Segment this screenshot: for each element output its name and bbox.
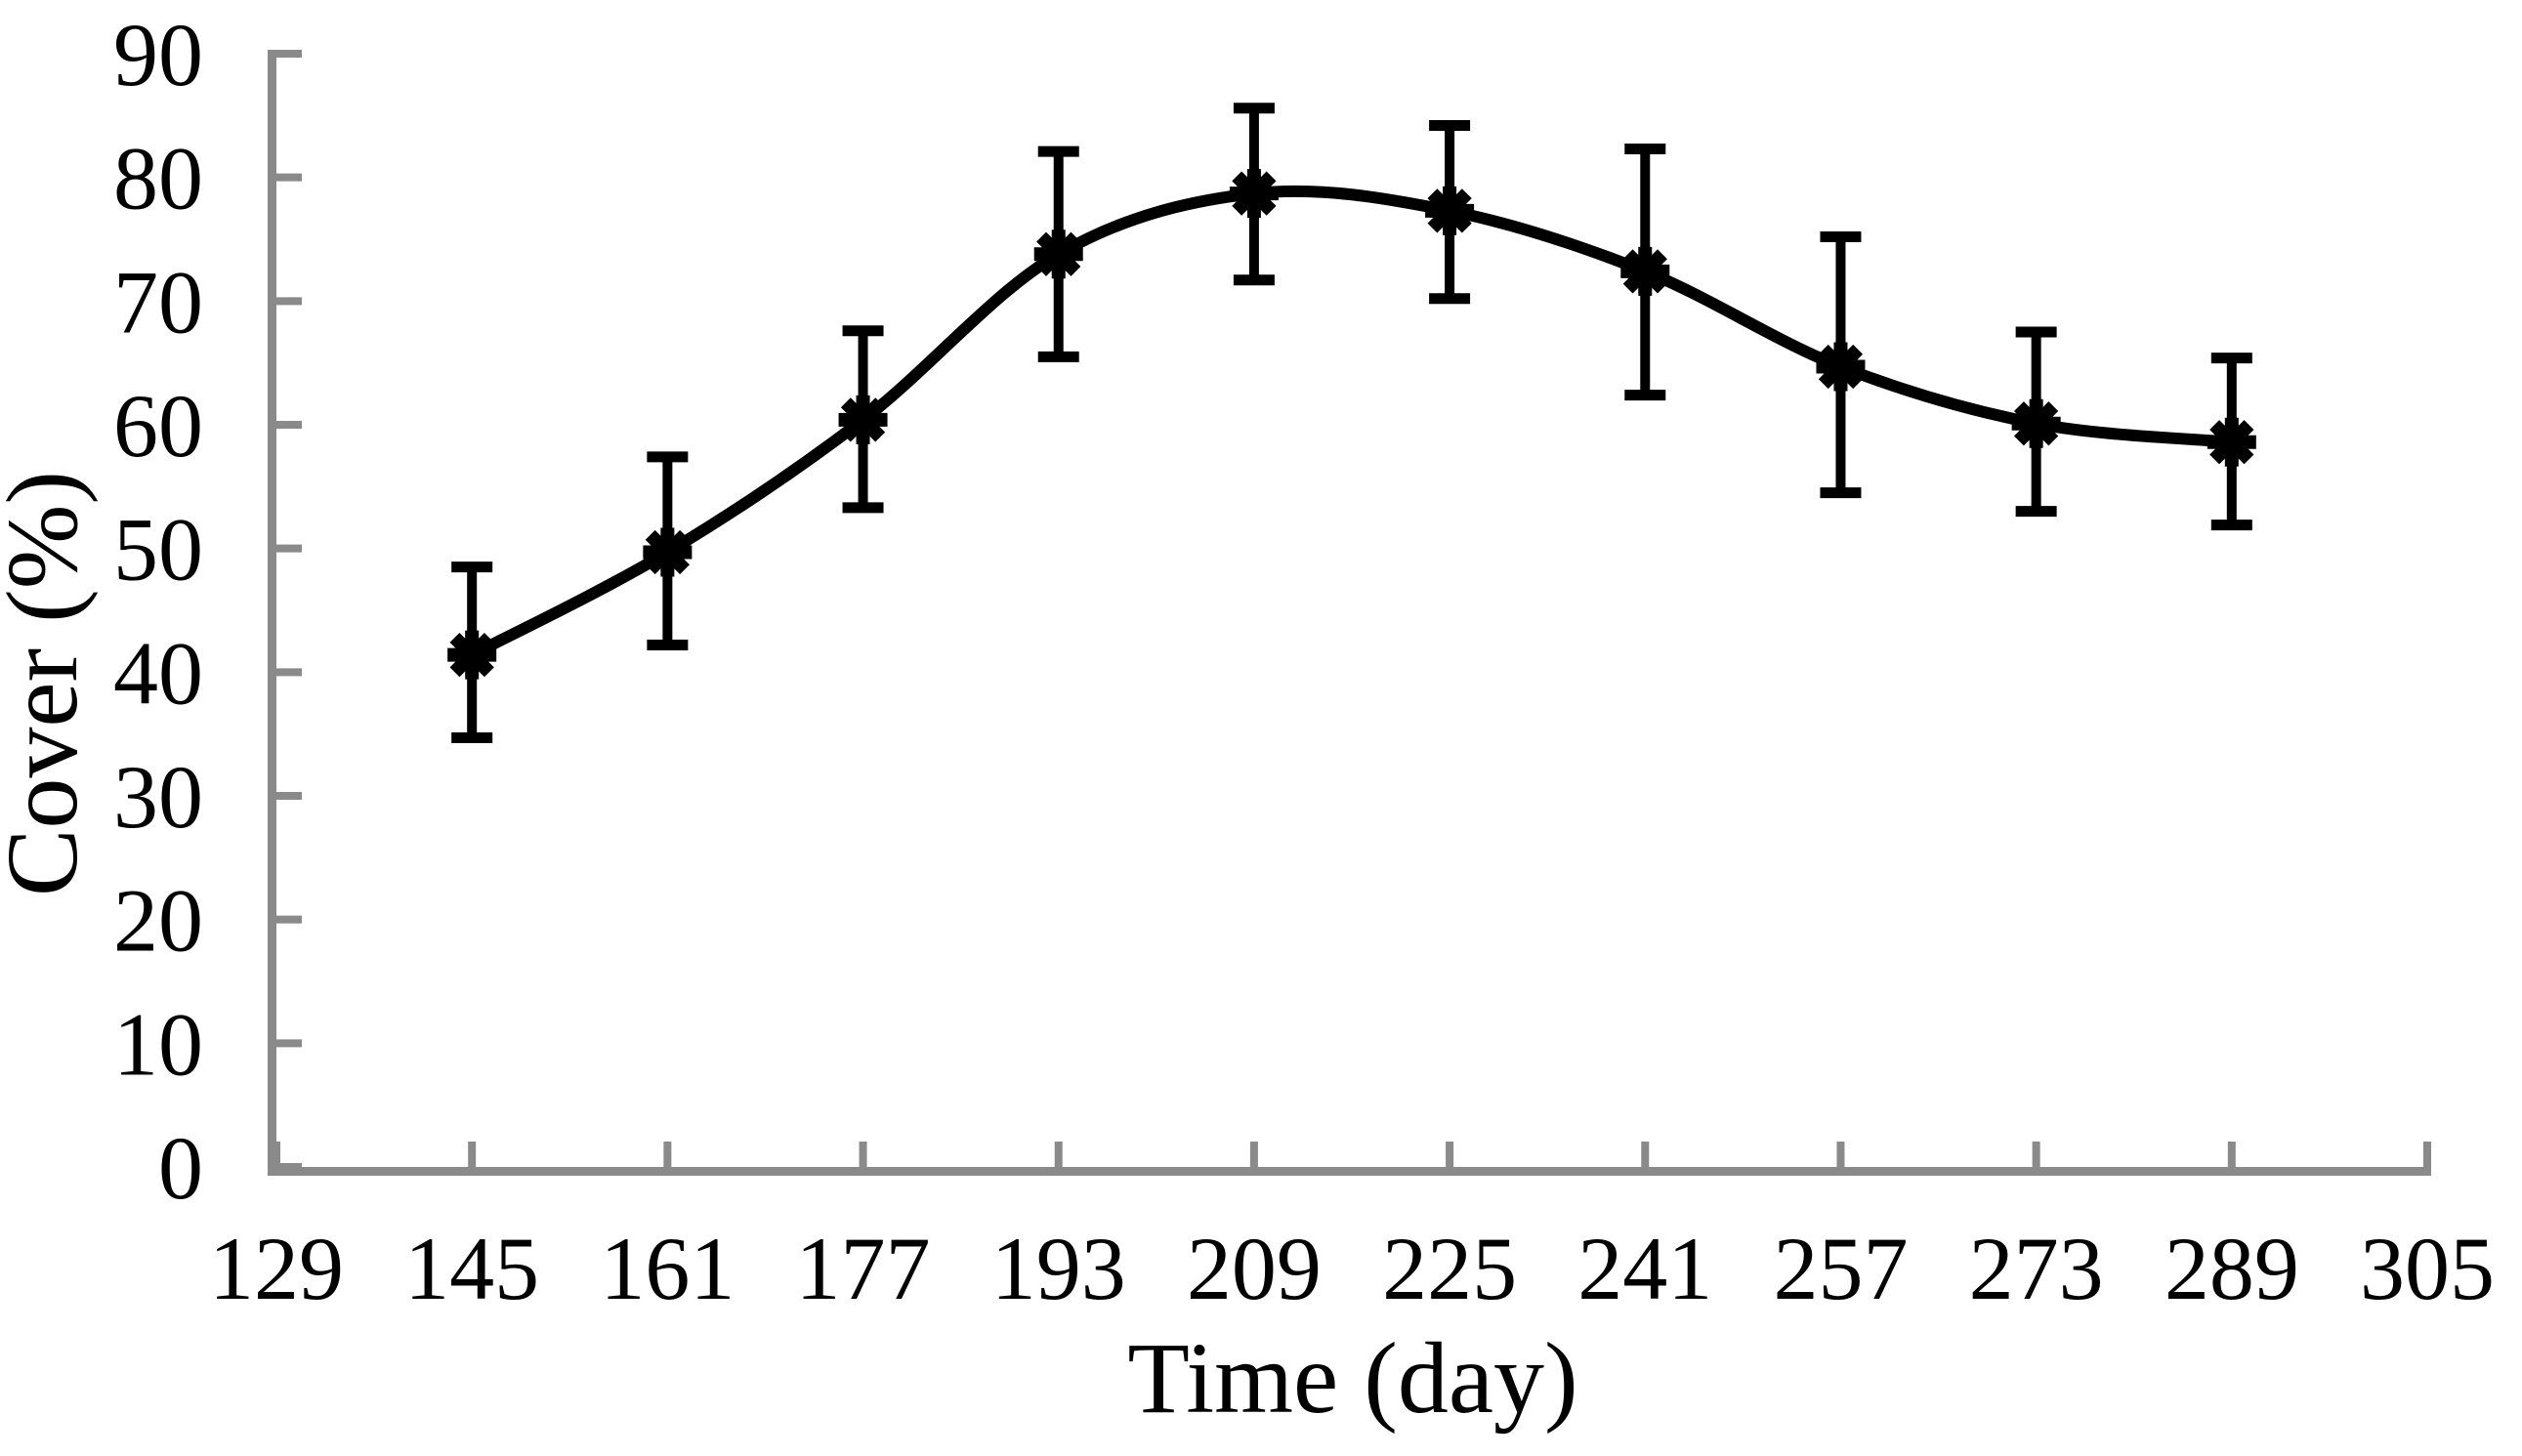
data-point-marker: [643, 527, 693, 577]
data-point-marker: [1229, 169, 1279, 219]
y-tick-label: 90: [113, 5, 203, 104]
ticks-group: [268, 50, 2431, 1176]
y-tick-label: 80: [113, 129, 203, 229]
axes-group: [268, 50, 2431, 1176]
y-tick-label: 40: [113, 623, 203, 723]
x-tick-label: 257: [1773, 1219, 1908, 1318]
x-tick-label: 305: [2360, 1219, 2495, 1318]
x-tick-label: 161: [600, 1219, 735, 1318]
data-point-marker: [1816, 342, 1866, 392]
y-axis-title: Cover (%): [0, 471, 99, 896]
error-bars-group: [451, 103, 2252, 743]
marker-core: [455, 638, 489, 672]
x-tick-label: 241: [1577, 1219, 1712, 1318]
x-tick-label: 193: [991, 1219, 1126, 1318]
marker-core: [846, 402, 880, 437]
marker-core: [1041, 237, 1075, 271]
y-tick-label: 30: [113, 747, 203, 847]
y-tick-label: 50: [113, 500, 203, 600]
y-tick-label: 0: [158, 1118, 203, 1218]
data-point-marker: [838, 395, 888, 444]
data-point-marker: [1033, 229, 1083, 279]
y-tick-label: 60: [113, 376, 203, 476]
data-point-marker: [1425, 186, 1475, 235]
series-line: [469, 185, 2233, 660]
data-point-marker: [2011, 398, 2061, 448]
tick-labels-group: 129 145 161 177 193 209 225 241 257 273 289 3050102…: [113, 5, 2495, 1318]
y-tick-label: 70: [113, 252, 203, 352]
x-tick-label: 289: [2165, 1219, 2299, 1318]
marker-core: [2019, 406, 2053, 440]
y-tick-label: 10: [113, 994, 203, 1094]
marker-core: [1237, 177, 1271, 211]
data-point-marker: [447, 630, 497, 680]
x-tick-label: 225: [1382, 1219, 1517, 1318]
series-line-group: [469, 185, 2233, 660]
markers-group: [447, 169, 2256, 680]
x-tick-label: 177: [796, 1219, 931, 1318]
marker-core: [2214, 425, 2249, 459]
x-axis-title: Time (day): [1127, 1322, 1577, 1435]
x-tick-label: 129: [209, 1219, 344, 1318]
marker-core: [651, 535, 685, 569]
y-tick-label: 20: [113, 871, 203, 971]
data-point-marker: [1620, 246, 1670, 296]
x-tick-label: 145: [404, 1219, 539, 1318]
x-tick-label: 209: [1187, 1219, 1322, 1318]
data-point-marker: [2207, 417, 2256, 467]
marker-core: [1824, 350, 1858, 384]
x-tick-label: 273: [1969, 1219, 2104, 1318]
marker-core: [1628, 254, 1662, 288]
marker-core: [1433, 193, 1467, 228]
